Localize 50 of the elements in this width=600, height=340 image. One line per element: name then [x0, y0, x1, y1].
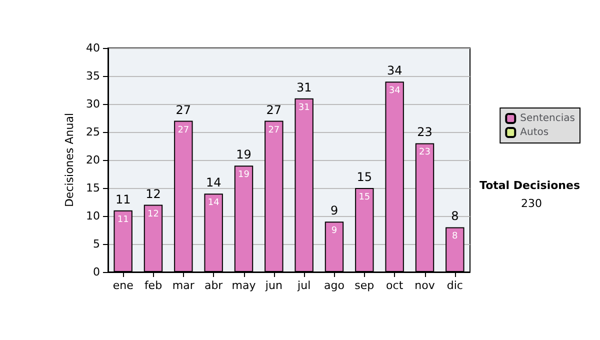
data-label: 23	[419, 148, 430, 158]
data-label: 12	[148, 209, 159, 220]
y-tick-label: 5	[93, 238, 100, 250]
x-tick-label: nov	[414, 279, 436, 292]
x-tick-label: jun	[264, 279, 282, 292]
legend-label: Autos	[520, 127, 549, 138]
total-label: 34	[386, 64, 402, 78]
y-tick-label: 15	[86, 182, 100, 194]
text: 230	[521, 197, 542, 210]
total-label: 14	[206, 176, 222, 190]
total-label: 8	[451, 209, 459, 224]
total-label: 15	[356, 170, 372, 184]
y-tick-label: 40	[86, 42, 100, 54]
data-label: 14	[208, 198, 220, 208]
total-label: 31	[296, 80, 312, 94]
total-label: 11	[115, 192, 131, 206]
total-label: 27	[176, 102, 192, 117]
y-axis-title: Decisiones Anual	[63, 112, 76, 208]
y-tick-label: 20	[86, 154, 100, 166]
x-tick-label: mar	[172, 279, 195, 292]
x-tick-label: dic	[446, 279, 463, 292]
y-tick-label: 25	[86, 126, 100, 138]
x-tick-label: feb	[144, 279, 162, 292]
total-label: 27	[266, 102, 282, 117]
data-label: 9	[331, 226, 338, 236]
legend-label: Sentencias	[520, 113, 576, 124]
data-label: 11	[117, 214, 129, 225]
y-tick-label: 30	[86, 98, 100, 110]
x-tick-label: oct	[386, 279, 404, 292]
data-label: 15	[358, 192, 370, 202]
data-label: 31	[298, 102, 310, 113]
data-label: 8	[452, 232, 458, 242]
x-tick-label: jul	[296, 279, 311, 292]
total-label: 12	[146, 186, 161, 201]
data-label: 34	[388, 86, 401, 96]
x-tick-label: ago	[324, 279, 345, 292]
data-label: 27	[268, 125, 280, 136]
y-tick-label: 0	[93, 266, 100, 278]
data-label: 19	[238, 170, 250, 180]
y-tick-label: 35	[86, 70, 100, 82]
total-label: 9	[330, 204, 338, 218]
x-tick-label: may	[232, 279, 256, 292]
x-tick-label: ene	[112, 279, 134, 292]
text: Total Decisiones	[480, 179, 580, 192]
data-label: 27	[178, 125, 190, 136]
x-tick-label: abr	[204, 279, 224, 292]
y-tick-label: 10	[86, 210, 100, 222]
total-label: 23	[417, 125, 432, 140]
x-tick-label: sep	[354, 279, 374, 292]
total-label: 19	[236, 148, 252, 162]
